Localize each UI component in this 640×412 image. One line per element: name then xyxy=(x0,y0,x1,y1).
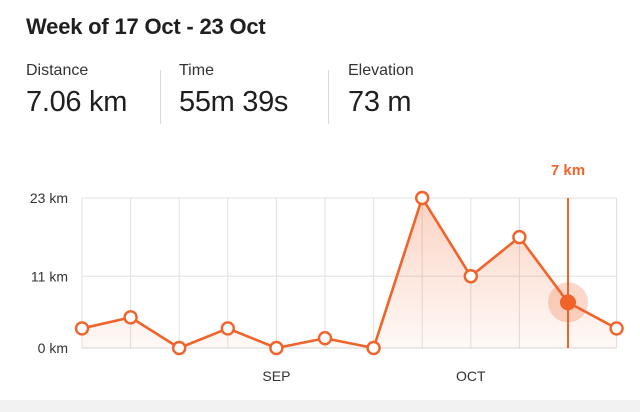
data-point[interactable] xyxy=(317,331,333,346)
chart-area-fill xyxy=(82,198,617,348)
selected-data-point[interactable] xyxy=(560,294,576,311)
data-point[interactable] xyxy=(220,321,236,336)
x-axis-label: SEP xyxy=(262,368,290,384)
x-axis-label: OCT xyxy=(456,368,486,384)
time-value: 55m 39s xyxy=(179,86,289,118)
data-point[interactable] xyxy=(609,321,624,336)
elevation-value: 73 m xyxy=(348,86,412,118)
bottom-strip xyxy=(0,400,640,412)
time-label: Time xyxy=(179,62,214,79)
weekly-summary-card: Week of 17 Oct - 23 Oct Distance 7.06 km… xyxy=(0,14,640,390)
data-point[interactable] xyxy=(171,340,187,356)
y-tick-label: 23 km xyxy=(30,190,68,206)
distance-label: Distance xyxy=(26,62,89,79)
data-point[interactable] xyxy=(463,269,478,284)
elevation-stat: Elevation 73 m xyxy=(329,62,498,126)
y-tick-label: 11 km xyxy=(31,268,68,284)
data-point[interactable] xyxy=(366,340,381,356)
time-stat: Time 55m 39s xyxy=(161,62,328,126)
data-point[interactable] xyxy=(123,310,138,325)
data-point[interactable] xyxy=(512,229,527,245)
y-tick-label: 0 km xyxy=(38,340,68,356)
week-title: Week of 17 Oct - 23 Oct xyxy=(26,14,266,39)
elevation-label: Elevation xyxy=(348,62,414,79)
selected-value-label: 7 km xyxy=(551,162,585,179)
stats-row: Distance 7.06 km Time 55m 39s Elevation … xyxy=(26,62,498,126)
data-point[interactable] xyxy=(415,190,430,206)
chart-series-line xyxy=(81,196,618,350)
data-point[interactable] xyxy=(74,321,90,336)
distance-stat: Distance 7.06 km xyxy=(26,62,160,126)
distance-value: 7.06 km xyxy=(26,86,128,118)
stat-divider xyxy=(328,70,329,124)
weekly-distance-chart[interactable]: 0 km 11 km 23 km 7 km SEP OCT xyxy=(0,150,640,390)
chart-svg[interactable]: 0 km 11 km 23 km 7 km SEP OCT xyxy=(0,150,640,390)
data-point[interactable] xyxy=(269,340,284,356)
stat-divider xyxy=(160,70,161,124)
